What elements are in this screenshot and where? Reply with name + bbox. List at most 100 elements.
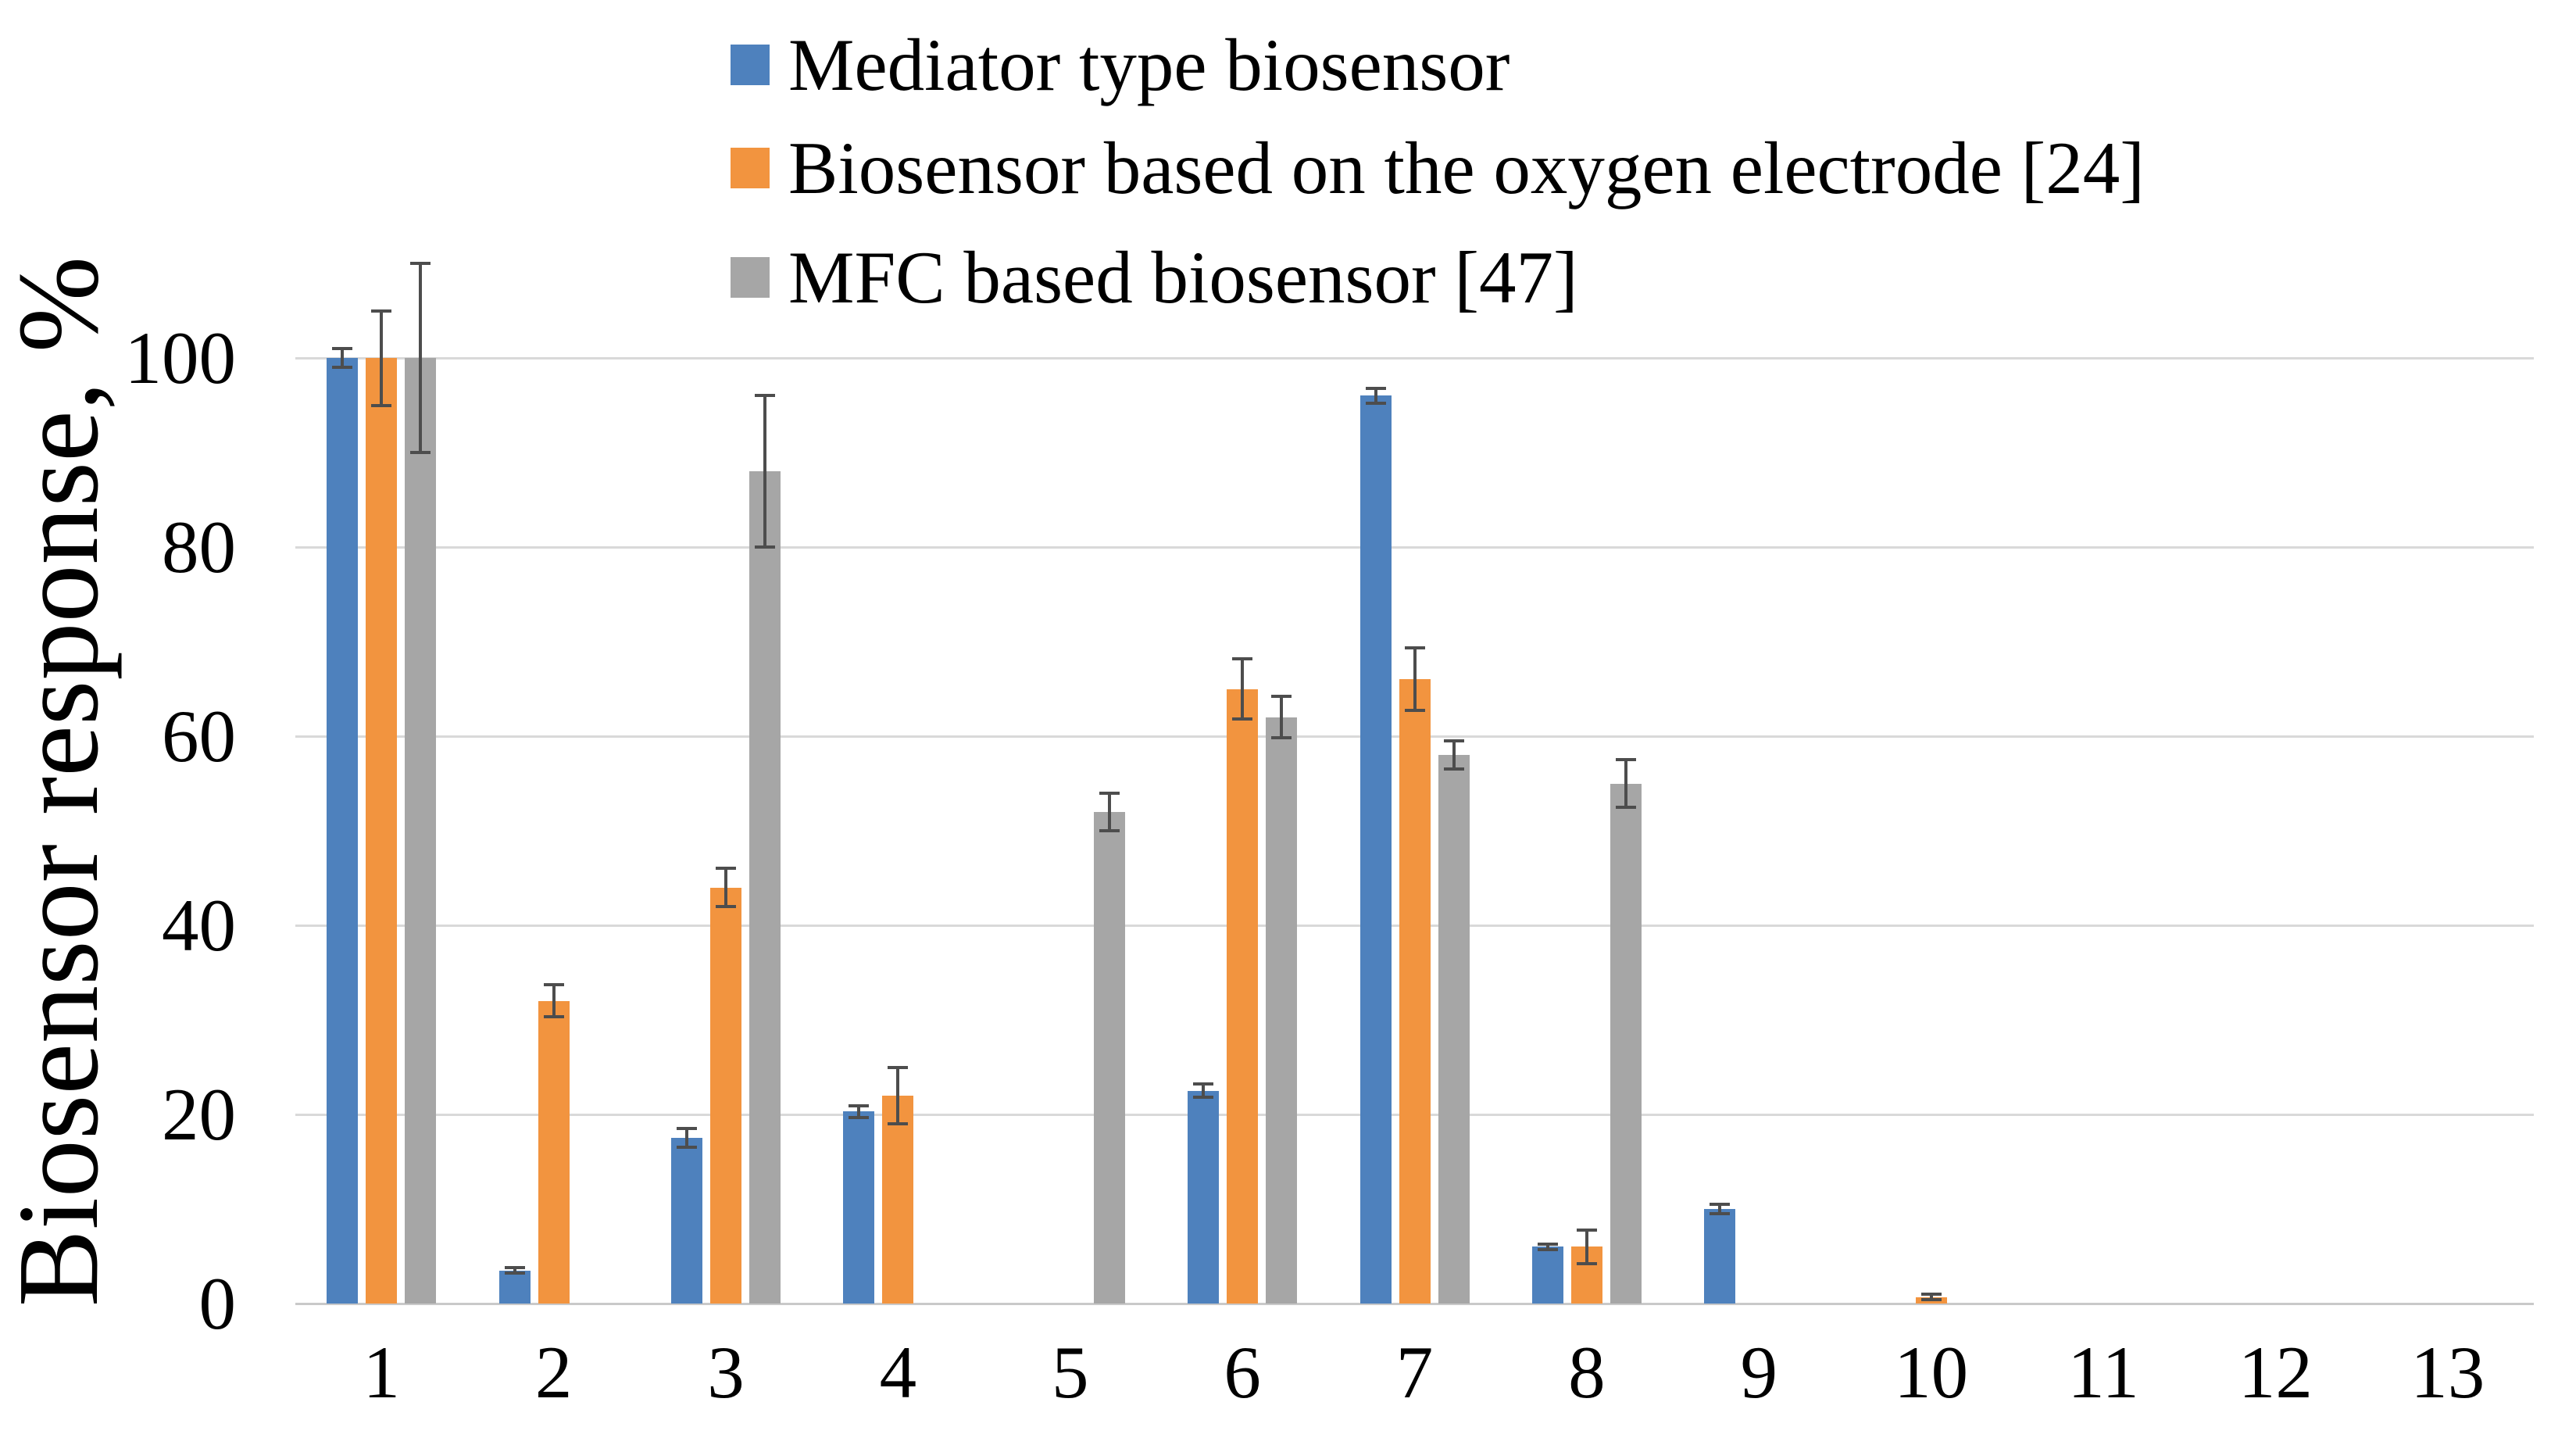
bar-series1-cat9 (1704, 1209, 1736, 1304)
error-bar-line (1374, 388, 1377, 404)
bar-series2-cat1 (366, 358, 398, 1304)
bar-series1-cat4 (843, 1111, 875, 1304)
error-bar-cap-bottom (543, 1015, 564, 1019)
error-bar-line (1107, 792, 1111, 831)
error-bar-cap-bottom (1271, 736, 1292, 740)
error-bar-cap-bottom (1099, 829, 1120, 832)
error-bar-line (1545, 1243, 1549, 1250)
error-bar-cap-bottom (676, 1146, 697, 1150)
bar-series1-cat1 (327, 358, 359, 1304)
error-bar-cap-bottom (332, 366, 353, 370)
error-bar-cap-top (371, 309, 392, 313)
error-bar-cap-top (543, 983, 564, 987)
error-bar-line (723, 868, 727, 907)
error-bar-cap-bottom (410, 451, 431, 454)
error-bar-cap-bottom (1615, 805, 1636, 809)
x-tick-label: 11 (2067, 1331, 2139, 1414)
y-tick-label: 0 (198, 1262, 237, 1345)
x-axis-line (295, 1303, 2534, 1305)
error-bar-cap-bottom (1232, 717, 1253, 721)
legend-item: Mediator type biosensor (731, 23, 1510, 106)
error-bar-cap-top (1099, 791, 1120, 795)
x-tick-label: 9 (1740, 1331, 1778, 1414)
error-bar-cap-bottom (849, 1115, 870, 1119)
bar-series1-cat2 (498, 1270, 531, 1304)
bar-series3-cat1 (405, 358, 437, 1304)
bar-series1-cat3 (670, 1138, 702, 1304)
x-tick-label: 6 (1224, 1331, 1261, 1414)
error-bar-line (1624, 760, 1627, 807)
bar-series3-cat7 (1438, 755, 1470, 1304)
error-bar-cap-top (1615, 758, 1636, 762)
bar-series2-cat6 (1227, 689, 1259, 1304)
error-bar-cap-bottom (715, 904, 736, 908)
bar-series2-cat4 (882, 1095, 914, 1304)
bar-series1-cat8 (1531, 1246, 1563, 1304)
error-bar-cap-top (676, 1127, 697, 1131)
gridline (295, 546, 2534, 549)
legend-marker-series2 (731, 148, 770, 188)
x-tick-label: 4 (879, 1331, 917, 1414)
x-tick-label: 13 (2410, 1331, 2485, 1414)
error-bar-cap-top (1232, 656, 1253, 660)
x-tick-label: 10 (1894, 1331, 1969, 1414)
error-bar-cap-bottom (888, 1122, 909, 1126)
error-bar-cap-top (888, 1065, 909, 1069)
y-tick-label: 80 (162, 506, 236, 588)
bar-series3-cat5 (1093, 811, 1125, 1304)
error-bar-cap-bottom (1920, 1298, 1942, 1302)
error-bar-line (1413, 648, 1417, 711)
legend-item: MFC based biosensor [47] (731, 236, 1578, 318)
error-bar-cap-top (504, 1266, 525, 1270)
error-bar-line (380, 310, 384, 406)
bar-series2-cat7 (1399, 679, 1431, 1304)
error-bar-line (341, 348, 345, 368)
bar-series2-cat3 (709, 887, 741, 1304)
error-bar-line (1929, 1293, 1933, 1300)
error-bar-line (763, 395, 766, 547)
error-bar-cap-top (1537, 1242, 1558, 1246)
error-bar-cap-top (1193, 1082, 1214, 1086)
bar-series3-cat6 (1266, 717, 1298, 1304)
legend-marker-series3 (731, 257, 770, 298)
x-tick-label: 1 (363, 1331, 400, 1414)
error-bar-line (552, 985, 556, 1018)
error-bar-cap-bottom (754, 545, 775, 549)
error-bar-cap-bottom (1710, 1212, 1731, 1216)
x-tick-label: 2 (534, 1331, 573, 1414)
x-tick-label: 12 (2238, 1331, 2313, 1414)
error-bar-cap-bottom (1365, 402, 1386, 406)
x-tick-label: 7 (1395, 1331, 1434, 1414)
error-bar-cap-bottom (1443, 767, 1464, 771)
error-bar-line (684, 1128, 688, 1148)
error-bar-cap-top (410, 262, 431, 265)
y-tick-label: 20 (162, 1073, 236, 1156)
y-tick-label: 100 (124, 317, 237, 399)
error-bar-cap-bottom (371, 403, 392, 407)
error-bar-cap-top (1576, 1228, 1597, 1232)
error-bar-cap-bottom (1193, 1096, 1214, 1100)
bar-series3-cat8 (1610, 783, 1642, 1304)
legend-item: Biosensor based on the oxygen electrode … (731, 127, 2145, 209)
error-bar-cap-top (849, 1104, 870, 1108)
error-bar-line (1280, 696, 1284, 739)
error-bar-cap-top (1404, 646, 1425, 650)
x-tick-label: 5 (1051, 1331, 1089, 1414)
gridline (295, 357, 2534, 359)
bar-series1-cat6 (1188, 1090, 1220, 1304)
bar-series2-cat2 (538, 1000, 570, 1304)
error-bar-cap-top (1710, 1202, 1731, 1206)
error-bar-cap-bottom (504, 1272, 525, 1275)
error-bar-line (896, 1067, 900, 1125)
legend-marker-series1 (731, 45, 770, 85)
error-bar-cap-top (1443, 739, 1464, 743)
legend-label-series3: MFC based biosensor [47] (788, 235, 1578, 319)
legend-label-series2: Biosensor based on the oxygen electrode … (788, 126, 2145, 209)
error-bar-line (1241, 658, 1245, 720)
error-bar-cap-top (1365, 386, 1386, 390)
error-bar-line (513, 1268, 516, 1274)
y-tick-label: 40 (162, 884, 236, 967)
bar-series3-cat3 (749, 471, 781, 1304)
error-bar-line (1202, 1084, 1206, 1098)
